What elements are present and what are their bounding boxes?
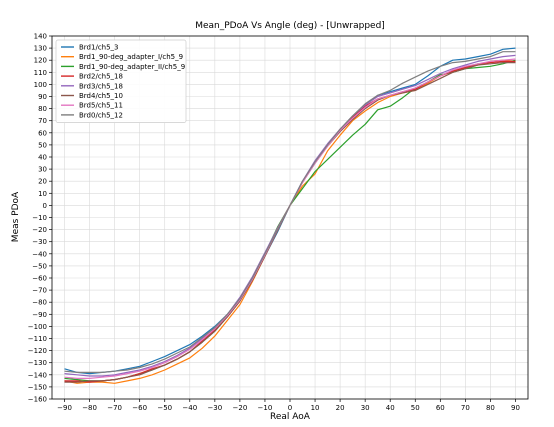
legend-box — [55, 39, 187, 123]
legend-entry: Brd4/ch5_10 — [79, 92, 123, 100]
y-tick-label: −70 — [32, 287, 47, 295]
y-tick-label: −30 — [32, 238, 47, 246]
x-tick-label: 20 — [336, 404, 345, 412]
y-tick-label: 70 — [38, 117, 47, 125]
y-tick-label: 120 — [34, 57, 47, 65]
x-tick-label: 50 — [411, 404, 420, 412]
x-tick-label: −80 — [82, 404, 97, 412]
legend-entry: Brd2/ch5_18 — [79, 73, 123, 81]
x-tick-label: 90 — [511, 404, 520, 412]
x-tick-label: −10 — [258, 404, 273, 412]
y-tick-label: −20 — [32, 226, 47, 234]
y-tick-label: −40 — [32, 250, 47, 258]
x-tick-label: 10 — [311, 404, 320, 412]
y-tick-label: −130 — [28, 359, 47, 367]
y-axis-label: Meas PDoA — [11, 191, 21, 242]
y-tick-label: 90 — [38, 93, 47, 101]
chart-title: Mean_PDoA Vs Angle (deg) - [Unwrapped] — [195, 21, 385, 31]
x-axis-label: Real AoA — [270, 412, 311, 422]
x-tick-label: 60 — [436, 404, 445, 412]
y-tick-label: −140 — [28, 371, 47, 379]
legend-entry: Brd1_90-deg_adapter_II/ch5_9 — [79, 63, 185, 71]
y-tick-label: −160 — [28, 396, 47, 404]
x-tick-label: −90 — [57, 404, 72, 412]
x-tick-label: 30 — [361, 404, 370, 412]
y-axis: −160−150−140−130−120−110−100−90−80−70−60… — [28, 33, 52, 404]
y-tick-label: −110 — [28, 335, 47, 343]
y-tick-label: −80 — [32, 299, 47, 307]
y-tick-label: −10 — [32, 214, 47, 222]
x-tick-label: 0 — [288, 404, 292, 412]
y-tick-label: 130 — [34, 45, 47, 53]
y-tick-label: 40 — [38, 154, 47, 162]
y-tick-label: −100 — [28, 323, 47, 331]
x-tick-label: −70 — [107, 404, 122, 412]
x-tick-label: −50 — [157, 404, 172, 412]
x-tick-label: −30 — [207, 404, 222, 412]
y-tick-label: 60 — [38, 129, 47, 137]
y-tick-label: 80 — [38, 105, 47, 113]
series-line-8 — [64, 51, 516, 373]
y-tick-label: 100 — [34, 81, 47, 89]
y-tick-label: 0 — [43, 202, 47, 210]
series-layer — [64, 47, 516, 384]
x-tick-label: −40 — [182, 404, 197, 412]
y-tick-label: 20 — [38, 178, 47, 186]
legend-entry: Brd3/ch5_18 — [79, 82, 123, 90]
legend-entry: Brd5/ch5_11 — [79, 102, 123, 110]
y-tick-label: −120 — [28, 347, 47, 355]
y-tick-label: 140 — [34, 33, 47, 41]
x-tick-label: 80 — [486, 404, 495, 412]
legend-entry: Brd1_90-deg_adapter_I/ch5_9 — [79, 53, 183, 61]
x-tick-label: 70 — [461, 404, 470, 412]
x-tick-label: −20 — [233, 404, 248, 412]
legend-entry: Brd0/ch5_12 — [79, 111, 123, 119]
y-tick-label: 10 — [38, 190, 47, 198]
y-tick-label: 110 — [34, 69, 47, 77]
legend-entry: Brd1/ch5_3 — [79, 44, 119, 52]
x-axis: −90 −80 −70 −60 −50 −40 −30 −20 −10 0 10 20 30 40 50 60… — [57, 399, 520, 412]
y-tick-label: 50 — [38, 141, 47, 149]
x-tick-label: −60 — [132, 404, 147, 412]
y-tick-label: −50 — [32, 262, 47, 270]
y-tick-label: −60 — [32, 275, 47, 283]
y-tick-label: −150 — [28, 383, 47, 391]
y-tick-label: 30 — [38, 166, 47, 174]
y-tick-label: −90 — [32, 311, 47, 319]
x-tick-label: 40 — [386, 404, 395, 412]
